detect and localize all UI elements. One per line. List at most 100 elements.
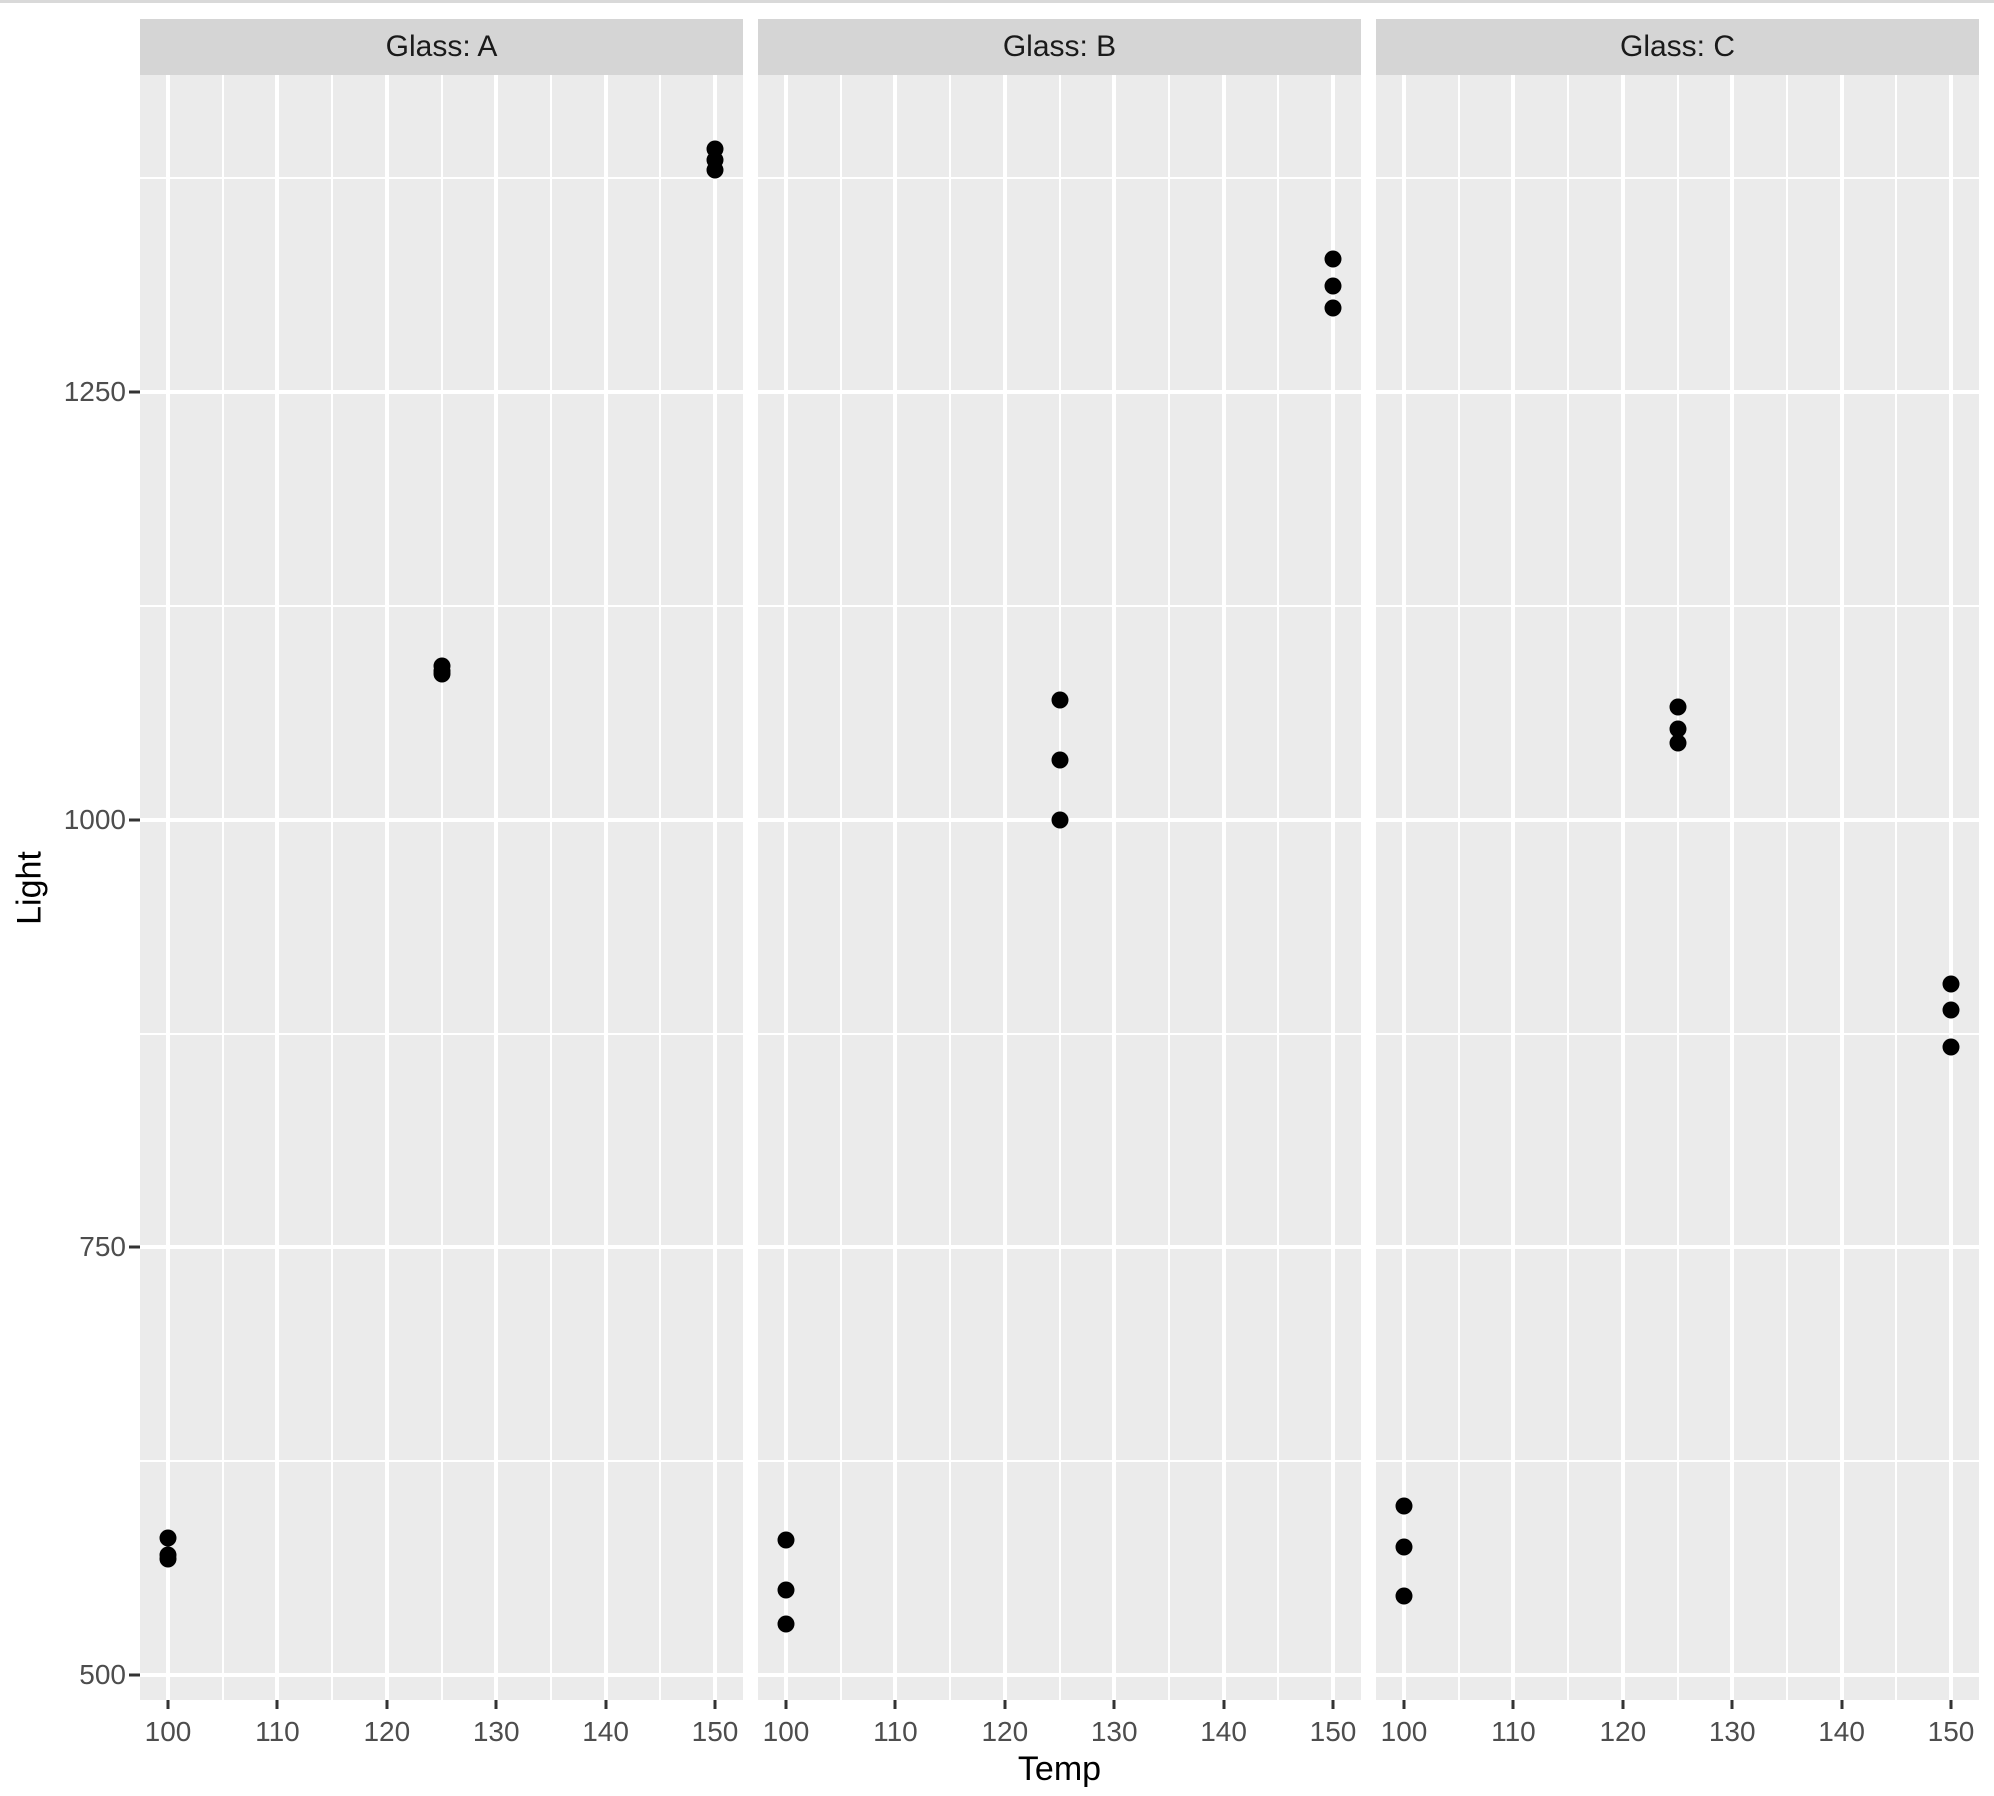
- y-tick-mark: [129, 818, 140, 822]
- x-tick-mark: [1621, 1700, 1625, 1709]
- x-tick-label: 100: [1380, 1716, 1428, 1747]
- gridline-major-vertical: [784, 75, 788, 1700]
- data-point: [1395, 1587, 1413, 1605]
- x-tick-mark: [1331, 1700, 1335, 1709]
- gridline-major-horizontal: [758, 1245, 1361, 1250]
- gridline-major-horizontal: [1376, 1245, 1979, 1250]
- data-point: [159, 1550, 177, 1568]
- gridline-minor-horizontal: [1376, 1032, 1979, 1035]
- x-tick-label: 130: [472, 1716, 520, 1747]
- x-tick-mark: [893, 1700, 897, 1709]
- gridline-minor-vertical: [1277, 75, 1280, 1700]
- data-point: [1669, 698, 1686, 716]
- data-point: [1324, 277, 1342, 295]
- x-tick-label: 150: [1927, 1716, 1975, 1747]
- y-tick-mark: [129, 390, 140, 394]
- x-tick-label: 120: [363, 1716, 411, 1747]
- gridline-major-horizontal: [758, 1673, 1361, 1678]
- data-point: [706, 161, 724, 179]
- gridline-major-horizontal: [1376, 390, 1979, 395]
- gridline-major-horizontal: [140, 1245, 743, 1250]
- gridline-major-horizontal: [140, 817, 743, 822]
- gridline-major-vertical: [893, 75, 898, 1700]
- x-tick-mark: [1112, 1700, 1116, 1709]
- facet-strip-label: Glass: B: [1002, 30, 1117, 63]
- data-point: [777, 1531, 795, 1549]
- y-tick-label: 1250: [63, 376, 126, 408]
- gridline-major-horizontal: [140, 1673, 743, 1678]
- gridline-minor-vertical: [549, 75, 552, 1700]
- gridline-minor-vertical: [1058, 75, 1061, 1700]
- gridline-major-horizontal: [1376, 1673, 1979, 1678]
- gridline-minor-vertical: [1567, 75, 1570, 1700]
- x-tick-mark: [1222, 1700, 1226, 1709]
- gridline-minor-horizontal: [1376, 1460, 1979, 1463]
- x-tick-label: 110: [255, 1716, 300, 1747]
- gridline-major-vertical: [275, 75, 280, 1700]
- gridline-minor-vertical: [949, 75, 952, 1700]
- gridline-minor-vertical: [221, 75, 224, 1700]
- gridline-major-vertical: [494, 75, 499, 1700]
- data-point: [1324, 250, 1342, 268]
- y-tick-mark: [129, 1673, 140, 1677]
- top-border-rule: [0, 0, 1994, 3]
- gridline-major-vertical: [1730, 75, 1735, 1700]
- gridline-minor-horizontal: [1376, 177, 1979, 180]
- gridline-minor-vertical: [1676, 75, 1679, 1700]
- data-point: [1324, 299, 1342, 317]
- x-tick-label: 130: [1708, 1716, 1756, 1747]
- x-tick-mark: [494, 1700, 498, 1709]
- y-tick-label: 1000: [63, 803, 126, 835]
- x-tick-label: 140: [582, 1716, 629, 1747]
- x-tick-label: 100: [762, 1716, 810, 1747]
- x-tick-label: 110: [873, 1716, 918, 1747]
- data-point: [1942, 1001, 1960, 1019]
- gridline-minor-vertical: [1457, 75, 1460, 1700]
- y-tick-label: 750: [79, 1231, 126, 1263]
- gridline-minor-vertical: [659, 75, 662, 1700]
- x-tick-mark: [784, 1700, 788, 1709]
- y-tick-mark: [129, 1245, 140, 1249]
- gridline-major-vertical: [1948, 75, 1953, 1700]
- data-point: [433, 665, 450, 683]
- x-tick-label: 150: [691, 1716, 739, 1747]
- gridline-minor-horizontal: [140, 604, 743, 607]
- data-point: [1051, 811, 1068, 829]
- facet-strip-label: Glass: A: [385, 30, 498, 63]
- gridline-major-vertical: [1402, 75, 1406, 1700]
- gridline-minor-vertical: [1167, 75, 1170, 1700]
- gridline-major-horizontal: [140, 390, 743, 395]
- gridline-major-vertical: [712, 75, 717, 1700]
- data-point: [1051, 691, 1068, 709]
- gridline-major-vertical: [384, 75, 389, 1700]
- gridline-major-vertical: [603, 75, 608, 1700]
- x-tick-mark: [1730, 1700, 1734, 1709]
- data-point: [1051, 751, 1068, 769]
- x-tick-mark: [713, 1700, 717, 1709]
- gridline-minor-vertical: [1895, 75, 1898, 1700]
- data-point: [777, 1615, 795, 1633]
- x-tick-mark: [604, 1700, 608, 1709]
- data-point: [1669, 734, 1686, 752]
- x-tick-label: 120: [1599, 1716, 1647, 1747]
- gridline-minor-horizontal: [140, 177, 743, 180]
- x-tick-mark: [1949, 1700, 1953, 1709]
- x-tick-label: 150: [1309, 1716, 1357, 1747]
- gridline-minor-vertical: [1785, 75, 1788, 1700]
- gridline-major-vertical: [1002, 75, 1007, 1700]
- x-tick-label: 140: [1818, 1716, 1865, 1747]
- data-point: [1942, 975, 1960, 993]
- data-point: [1395, 1497, 1413, 1515]
- gridline-minor-horizontal: [758, 1032, 1361, 1035]
- plot-panel: [140, 75, 743, 1700]
- x-axis-title: Temp: [1017, 1750, 1102, 1788]
- gridline-major-vertical: [1839, 75, 1844, 1700]
- y-tick-label: 500: [79, 1659, 126, 1691]
- gridline-major-vertical: [166, 75, 170, 1700]
- gridline-minor-horizontal: [758, 177, 1361, 180]
- gridline-major-vertical: [1221, 75, 1226, 1700]
- data-point: [1395, 1538, 1413, 1556]
- facet-strip: Glass: B: [758, 19, 1361, 75]
- gridline-minor-horizontal: [758, 1460, 1361, 1463]
